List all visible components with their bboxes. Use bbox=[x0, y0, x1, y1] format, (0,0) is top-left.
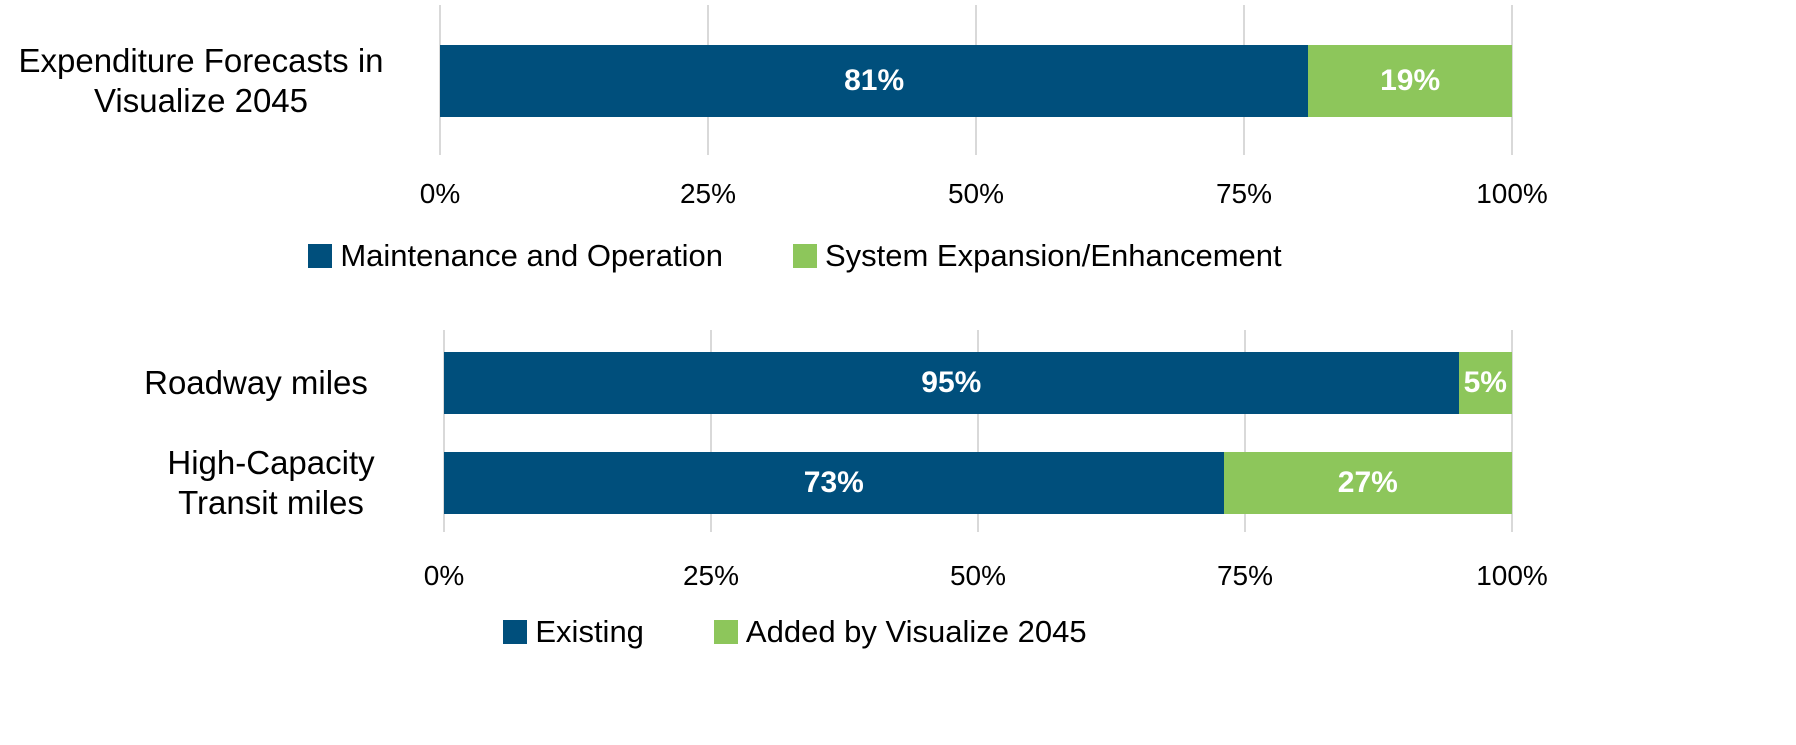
legend-label: Existing bbox=[535, 614, 644, 649]
legend-label: System Expansion/Enhancement bbox=[824, 238, 1282, 273]
x-tick-label: 0% bbox=[423, 560, 465, 591]
data-label: 81% bbox=[844, 64, 905, 97]
bar-segment: 81% bbox=[440, 45, 1309, 117]
legend-swatch bbox=[792, 244, 817, 268]
x-tick-label: 25% bbox=[682, 560, 740, 591]
data-label: 27% bbox=[1337, 466, 1398, 499]
legend-swatch bbox=[713, 620, 738, 644]
grid-line bbox=[443, 330, 445, 532]
x-tick-label: 75% bbox=[1216, 560, 1274, 591]
legend-item: System Expansion/Enhancement bbox=[792, 238, 1282, 274]
x-tick-label: 0% bbox=[419, 178, 461, 209]
bar-segment: 19% bbox=[1308, 45, 1512, 117]
x-tick-label: 50% bbox=[949, 560, 1007, 591]
x-tick-label: 75% bbox=[1215, 178, 1273, 209]
grid-line bbox=[1511, 330, 1513, 532]
x-tick-label: 100% bbox=[1476, 560, 1548, 591]
legend-swatch bbox=[503, 620, 528, 644]
legend-swatch bbox=[308, 244, 333, 268]
x-tick-label: 50% bbox=[947, 178, 1005, 209]
legend-label: Maintenance and Operation bbox=[340, 238, 723, 273]
data-label: 95% bbox=[921, 366, 982, 399]
category-label: Expenditure Forecasts in Visualize 2045 bbox=[18, 42, 384, 119]
bar-segment: 95% bbox=[444, 352, 1459, 414]
grid-line bbox=[1244, 330, 1246, 532]
legend-label: Added by Visualize 2045 bbox=[745, 614, 1087, 649]
legend-item: Maintenance and Operation bbox=[308, 238, 723, 274]
data-label: 19% bbox=[1380, 64, 1441, 97]
bar-segment: 27% bbox=[1223, 452, 1512, 514]
data-label: 5% bbox=[1463, 366, 1507, 399]
bar-segment: 73% bbox=[444, 452, 1224, 514]
x-tick-label: 25% bbox=[679, 178, 737, 209]
grid-line bbox=[710, 330, 712, 532]
bar-segment: 5% bbox=[1458, 352, 1512, 414]
grid-line bbox=[1511, 5, 1513, 155]
legend-item: Existing bbox=[503, 614, 644, 650]
legend: Maintenance and Operation System Expansio… bbox=[0, 238, 1590, 274]
category-label: High-Capacity Transit miles bbox=[167, 444, 375, 521]
legend: Existing Added by Visualize 2045 bbox=[0, 614, 1590, 650]
category-label: Roadway miles bbox=[144, 364, 368, 401]
data-label: 73% bbox=[803, 466, 864, 499]
legend-item: Added by Visualize 2045 bbox=[713, 614, 1087, 650]
x-tick-label: 100% bbox=[1476, 178, 1548, 209]
grid-line bbox=[977, 330, 979, 532]
